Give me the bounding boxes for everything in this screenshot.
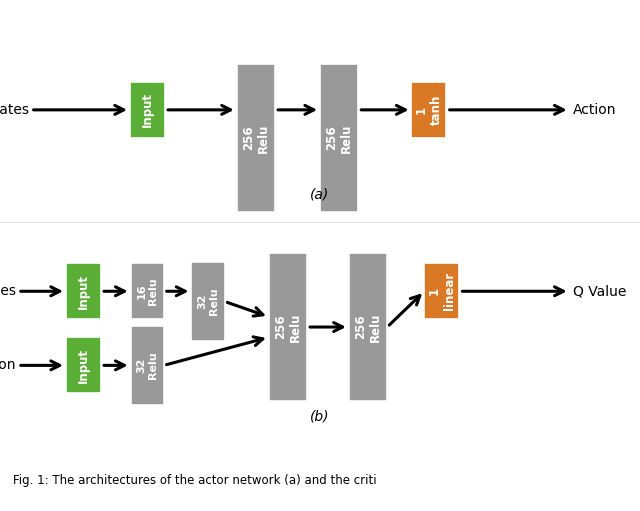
FancyBboxPatch shape: [130, 82, 165, 138]
Text: Input: Input: [141, 92, 154, 127]
FancyBboxPatch shape: [131, 326, 164, 405]
Text: States: States: [0, 284, 16, 298]
Text: 16
Relu: 16 Relu: [136, 277, 158, 305]
Text: 32
Relu: 32 Relu: [197, 288, 219, 315]
Text: 256
Relu: 256 Relu: [242, 123, 270, 153]
Text: 32
Relu: 32 Relu: [136, 352, 158, 379]
Text: (a): (a): [310, 187, 330, 201]
Text: (b): (b): [310, 409, 330, 424]
Text: 256
Relu: 256 Relu: [325, 123, 353, 153]
Text: Input: Input: [77, 348, 90, 383]
FancyBboxPatch shape: [269, 253, 307, 401]
Text: 256
Relu: 256 Relu: [354, 312, 382, 342]
Text: States: States: [0, 103, 29, 117]
FancyBboxPatch shape: [320, 64, 358, 212]
FancyBboxPatch shape: [191, 262, 225, 341]
Text: Action: Action: [0, 358, 16, 373]
Text: Q Value: Q Value: [573, 284, 626, 298]
FancyBboxPatch shape: [237, 64, 275, 212]
FancyBboxPatch shape: [131, 263, 164, 319]
FancyBboxPatch shape: [349, 253, 387, 401]
FancyBboxPatch shape: [66, 263, 101, 319]
FancyBboxPatch shape: [424, 263, 460, 319]
Text: Action: Action: [573, 103, 616, 117]
FancyBboxPatch shape: [66, 337, 101, 393]
Text: Input: Input: [77, 274, 90, 309]
FancyBboxPatch shape: [412, 82, 447, 138]
Text: 1
linear: 1 linear: [428, 272, 456, 310]
Text: Fig. 1: The architectures of the actor network (a) and the criti: Fig. 1: The architectures of the actor n…: [13, 474, 376, 487]
Text: 1
tanh: 1 tanh: [415, 95, 443, 125]
Text: 256
Relu: 256 Relu: [274, 312, 302, 342]
